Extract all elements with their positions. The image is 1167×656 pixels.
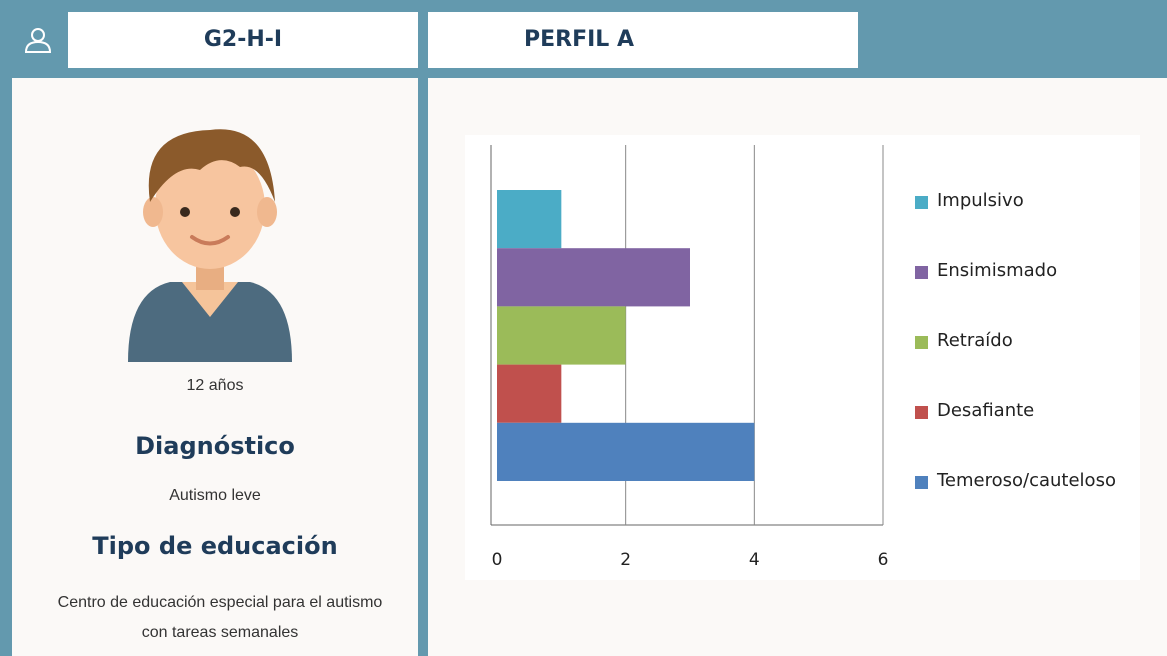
avatar xyxy=(128,129,292,362)
legend-label: Ensimismado xyxy=(937,260,1058,281)
profile-title: PERFIL A xyxy=(428,12,858,68)
legend-label: Desafiante xyxy=(937,400,1035,421)
legend-label: Retraído xyxy=(937,330,1013,351)
legend-swatch xyxy=(915,476,928,489)
legend-swatch xyxy=(915,336,928,349)
bar xyxy=(497,248,690,307)
legend-item: Desafiante xyxy=(915,398,1130,468)
legend-item: Temeroso/cauteloso xyxy=(915,468,1130,538)
x-tick-label: 4 xyxy=(749,550,760,570)
chart: 0 2 4 6 xyxy=(465,135,1140,580)
bar xyxy=(497,364,562,423)
legend-swatch xyxy=(915,196,928,209)
legend-item: Retraído xyxy=(915,328,1130,398)
legend-swatch xyxy=(915,266,928,279)
legend-swatch xyxy=(915,406,928,419)
x-tick-label: 2 xyxy=(620,550,631,570)
bar xyxy=(497,306,626,365)
x-tick-label: 0 xyxy=(492,550,503,570)
user-icon xyxy=(24,28,52,53)
bar xyxy=(497,422,755,481)
legend-label: Impulsivo xyxy=(937,190,1024,211)
bar xyxy=(497,190,562,249)
legend-item: Impulsivo xyxy=(915,188,1130,258)
legend: Impulsivo Ensimismado Retraído Desafiante Te… xyxy=(915,188,1130,538)
legend-label: Temeroso/cauteloso xyxy=(937,470,1116,491)
diagnosis-heading: Diagnóstico xyxy=(135,432,295,460)
legend-item: Ensimismado xyxy=(915,258,1130,328)
education-heading: Tipo de educación xyxy=(92,532,338,560)
age: 12 años xyxy=(186,377,244,394)
diagnosis: Autismo leve xyxy=(169,487,261,504)
education: Centro de educación especial para el aut… xyxy=(57,594,383,641)
user-code: G2-H-I xyxy=(68,12,418,68)
x-tick-label: 6 xyxy=(878,550,889,570)
